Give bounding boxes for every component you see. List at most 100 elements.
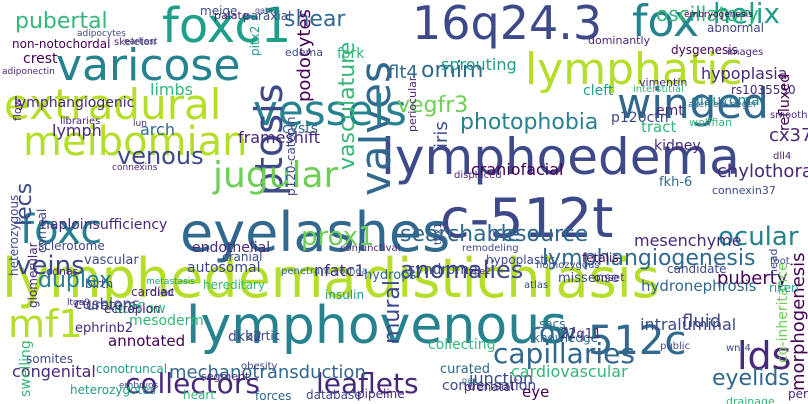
word-edema: edema (285, 46, 323, 59)
word-tbx1: tbx1 (433, 222, 444, 245)
word-dll4: dll4 (773, 151, 792, 162)
word-adipocytes: adipocytes (77, 29, 126, 39)
word-vegfr3: vegfr3 (397, 93, 469, 118)
word-outflow: outflow (114, 301, 166, 317)
word-embryos: embryos (119, 381, 159, 391)
word-hydronephrosis: hydronephrosis (641, 277, 757, 295)
word-vessels: vessels (253, 86, 407, 135)
word-omim: omim (421, 58, 484, 83)
word-cx37: cx37 (769, 125, 808, 146)
word-co-inheritance: co-inheritance (775, 262, 791, 363)
word-skeleton: skeleton (114, 37, 157, 48)
word-extradural: extradural (4, 80, 222, 129)
word-onset: onset (594, 271, 625, 284)
word-heterozygotes: heterozygotes (70, 383, 156, 397)
word-wnt4: wnt4 (726, 343, 751, 354)
word-tract: tract (641, 118, 677, 136)
word-lymphangiogenesis: lymphangiogenesis (542, 246, 756, 271)
word-rs1035550: rs1035550 (731, 83, 796, 97)
word-512c: 512c (588, 318, 687, 364)
word-forces: forces (255, 389, 292, 403)
word-resource: resource (493, 222, 589, 247)
word-endothelial: endothelial (192, 240, 271, 256)
word-fetalis: fetalis (582, 251, 619, 265)
word-condensation: condensation (442, 378, 537, 394)
word-eyelashes: eyelashes (180, 201, 451, 264)
word-oscillatory: oscillatory (656, 2, 759, 26)
word-segment: segment (201, 370, 250, 383)
word-eyelids: eyelids (712, 366, 790, 391)
word-22q11: 22q11 (560, 327, 602, 342)
word-lun: lun (133, 119, 147, 129)
word-sclerotome: sclerotome (38, 239, 105, 253)
word-public: public (660, 341, 691, 352)
word-obesity: obesity (241, 361, 278, 372)
word-heart: heart (183, 388, 215, 402)
word-searchable: searchable (400, 222, 521, 247)
word-capillaries: capillaries (493, 337, 635, 370)
word-vascular: vascular (84, 253, 139, 268)
word-prenatal: prenatal (464, 380, 515, 394)
word-type2: type2 (465, 267, 491, 277)
word-fluid: fluid (682, 311, 722, 332)
word-collectors: collectors (125, 367, 260, 400)
word-anomalies: anomalies (400, 256, 524, 284)
word-lymphovenous: lymphovenous (186, 296, 568, 356)
word-gap: gap (462, 376, 478, 385)
word-candidate: candidate (667, 262, 727, 276)
word-hypoplasia: hypoplasia (701, 64, 788, 83)
word-mesoderm: mesoderm (129, 313, 204, 329)
word-fox: fox (632, 0, 700, 47)
word-cardiovascular: cardiovascular (511, 362, 628, 381)
word-lds: lds (737, 334, 792, 378)
word-emt: emt (656, 103, 684, 119)
word-smooth: smooth (770, 110, 808, 121)
word-cleft: cleft (583, 83, 614, 99)
word-somites: somites (26, 352, 73, 366)
word-syndrome: syndrome (408, 262, 478, 278)
word-non-notochordal: non-notochordal (12, 37, 111, 51)
word-displaced: displaced (454, 170, 502, 181)
word-annotated: annotated (108, 332, 186, 350)
word-hydrops: hydrops (364, 268, 417, 283)
word-foot: foot (770, 256, 790, 267)
word-ephrinb2: ephrinb2 (75, 321, 134, 336)
word-varicose: varicose (56, 40, 241, 91)
word-aortic: aortic (246, 329, 281, 343)
word-meibomian: meibomian (23, 119, 248, 165)
word-arch: arch (140, 120, 175, 139)
word-pubertal: pubertal (15, 9, 108, 34)
word-helix: helix (713, 0, 781, 30)
word-venous: venous (117, 142, 204, 170)
word-vimentin: vimentin (639, 76, 688, 89)
word-wolffian: wolffian (689, 116, 733, 129)
word-p120-catenin: p120-catenin (284, 116, 298, 196)
word-crest: crest (23, 51, 58, 67)
word-axenfeld-rieger: axenfeld-rieger (688, 100, 757, 110)
word-congenital: congenital (12, 362, 96, 381)
word-cdnas: cdnas (46, 265, 79, 278)
word-junction: junction (469, 369, 534, 388)
word-pitx2: pitx2 (248, 25, 262, 56)
word-lymphoedema: lymphoedema (381, 128, 740, 186)
word-missense: missense (558, 271, 619, 286)
word-dysgenesis: dysgenesis (671, 43, 738, 57)
word-palate: palate (214, 9, 249, 22)
word-mf1: mf1 (8, 302, 83, 346)
word-libraries: libraries (60, 116, 101, 127)
word-riken: riken (769, 281, 799, 295)
word-cysts: cysts (282, 121, 319, 137)
word-nfatc1: nfatc1 (314, 261, 365, 280)
word-metastasis: metastasis (146, 277, 195, 287)
word-lymphangiogenic: lymphangiogenic (14, 95, 135, 111)
word-iris: iris (431, 121, 452, 148)
word-veins: veins (16, 251, 85, 281)
word-ocular: ocular (718, 222, 799, 252)
word-embryogenesis: embryogenesis (684, 10, 753, 20)
word-sprouting: sprouting (441, 55, 517, 74)
word-hypoplastic: hypoplastic (486, 253, 555, 267)
word-kidney: kidney (654, 138, 701, 154)
word-atlas: atlas (524, 280, 549, 291)
word-earliest: earliest (124, 37, 158, 47)
